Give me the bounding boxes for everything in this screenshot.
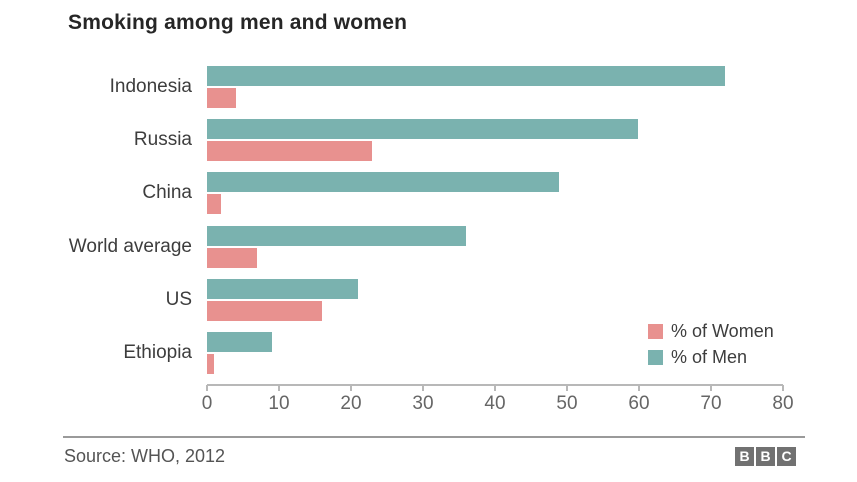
bar-group-china [207,172,782,215]
category-label-indonesia: Indonesia [109,76,192,97]
legend-swatch-men [648,349,663,365]
axis-tick-label: 60 [628,393,650,414]
bar-men-china [207,172,560,193]
legend-item-men: % of Men [648,344,774,370]
axis-tick-label: 20 [340,393,362,414]
bar-group-indonesia [207,66,782,108]
bar-men-us [207,278,358,299]
legend-label-men: % of Men [671,346,748,367]
axis-tick [710,385,712,391]
bar-women-us [207,300,322,321]
legend-item-women: % of Women [648,318,774,344]
bar-men-indonesia [207,66,725,86]
chart-row-us: US [0,278,857,321]
axis-tick [566,385,568,391]
bar-men-russia [207,119,639,140]
bar-women-china [207,194,222,215]
legend-label-women: % of Women [671,320,774,341]
axis-tick-label: 10 [268,393,290,414]
category-label-us: US [165,288,192,310]
bbc-logo-letter: B [756,447,775,466]
legend-swatch-women [648,323,663,339]
axis-tick-label: 80 [772,393,794,414]
bar-women-indonesia [207,88,236,108]
bar-women-russia [207,141,373,162]
bar-group-world-average [207,225,782,268]
legend: % of Women % of Men [648,318,774,370]
chart-row-china: China [0,172,857,215]
bar-men-world-average [207,225,466,246]
chart-row-russia: Russia [0,119,857,162]
axis-tick-label: 0 [201,393,213,414]
bar-group-ethiopia [207,332,782,374]
axis-tick [206,385,208,391]
source-text: Source: WHO, 2012 [64,446,226,466]
axis-tick [350,385,352,391]
axis-tick-label: 50 [556,393,578,414]
axis-tick [638,385,640,391]
chart-row-ethiopia: Ethiopia [0,332,857,374]
axis-tick-label: 30 [412,393,434,414]
category-label-world-average: World average [68,235,192,257]
bbc-logo: B B C [735,447,798,466]
bar-men-ethiopia [207,332,272,352]
bar-group-russia [207,119,782,162]
bbc-logo-letter: B [735,447,754,466]
x-axis: 0 10 20 30 40 50 60 70 80 [202,384,794,418]
category-label-china: China [142,182,192,204]
axis-tick [422,385,424,391]
bar-group-us [207,278,782,321]
chart-row-world-average: World average [0,225,857,268]
axis-tick-label: 70 [700,393,722,414]
chart-row-indonesia: Indonesia [0,66,857,108]
bbc-logo-letter: C [777,447,796,466]
chart-title: Smoking among men and women [68,11,408,34]
axis-tick [278,385,280,391]
bar-women-world-average [207,247,258,268]
axis-tick [782,385,784,391]
footer-divider [63,436,805,438]
axis-tick-label: 40 [484,393,506,414]
axis-tick [494,385,496,391]
category-label-russia: Russia [133,129,192,151]
category-label-ethiopia: Ethiopia [123,342,192,363]
bar-women-ethiopia [207,354,215,374]
